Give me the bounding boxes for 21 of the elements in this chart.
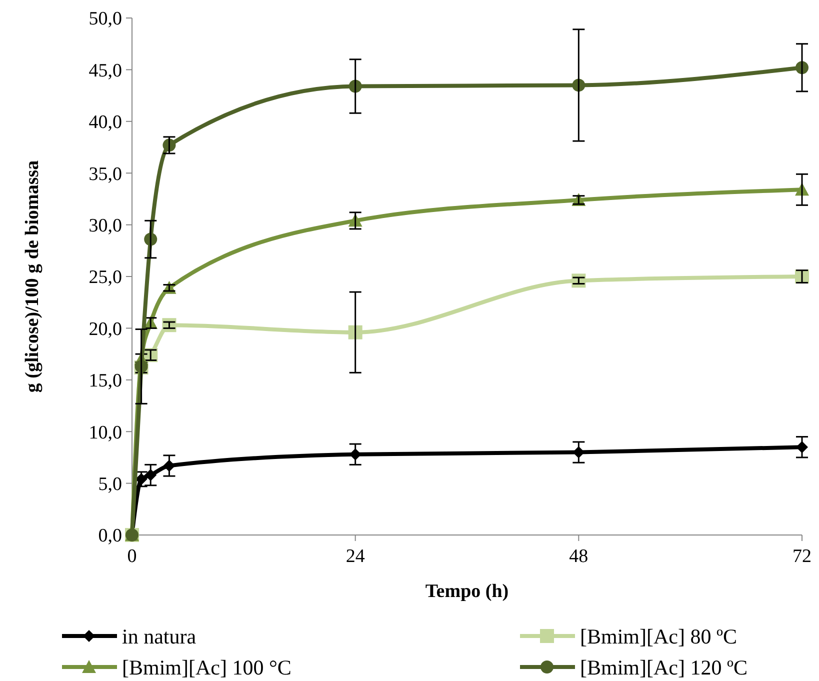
- y-tick-label: 35,0: [88, 164, 122, 185]
- y-tick-label: 15,0: [88, 370, 122, 392]
- y-tick-label: 25,0: [88, 267, 122, 288]
- legend-label: [Bmim][Ac] 120 ºC: [580, 655, 748, 680]
- legend-label: in natura: [122, 624, 197, 648]
- y-tick-label: 50,0: [88, 8, 122, 30]
- x-tick-label: 72: [792, 546, 812, 567]
- x-tick-label: 24: [346, 546, 366, 567]
- y-tick-label: 30,0: [88, 215, 122, 236]
- y-tick-label: 10,0: [88, 422, 122, 444]
- y-tick-label: 0,0: [98, 526, 122, 547]
- y-axis-title: g (glicose)/100 g de biomassa: [22, 160, 43, 393]
- legend-label: [Bmim][Ac] 100 °C: [122, 655, 292, 680]
- x-tick-label: 48: [569, 546, 588, 567]
- y-tick-label: 5,0: [98, 474, 122, 495]
- y-tick-label: 20,0: [88, 318, 122, 340]
- y-tick-label: 40,0: [88, 112, 122, 134]
- y-tick-label: 45,0: [88, 60, 122, 82]
- x-tick-label: 0: [127, 546, 137, 567]
- legend-label: [Bmim][Ac] 80 ºC: [580, 624, 737, 648]
- x-axis-title: Tempo (h): [425, 581, 509, 602]
